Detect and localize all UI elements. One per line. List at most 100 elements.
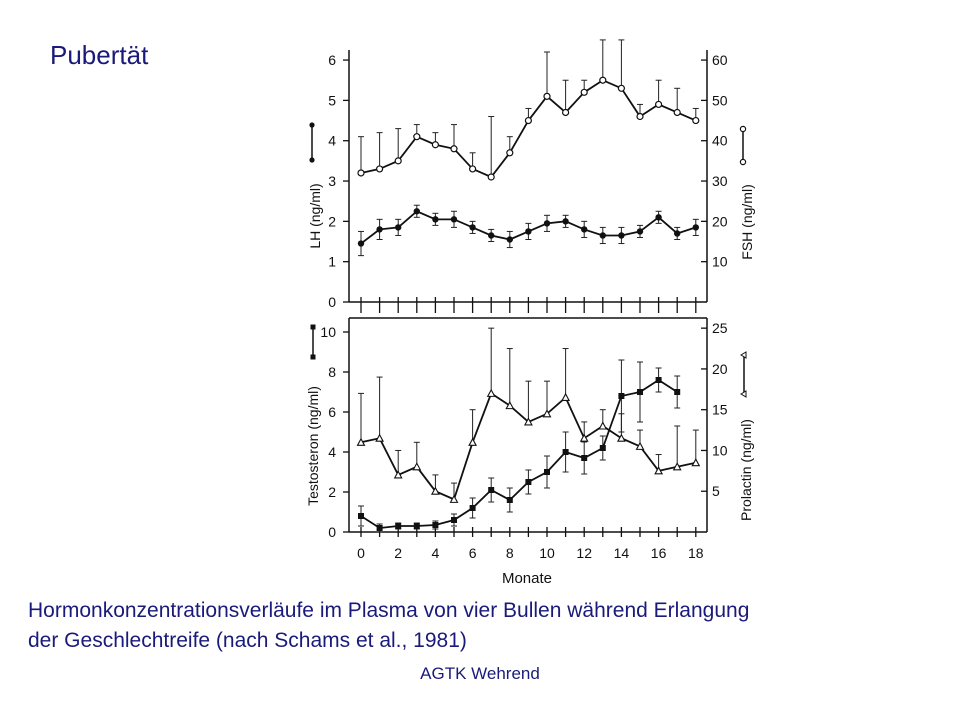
fsh-legend-marker bbox=[739, 125, 747, 166]
data-point bbox=[376, 226, 383, 233]
data-point bbox=[469, 505, 476, 511]
data-point bbox=[450, 145, 458, 153]
series-line bbox=[360, 79, 697, 179]
data-point bbox=[580, 88, 588, 96]
left-tick-label: 6 bbox=[328, 52, 336, 68]
left-tick-label: 8 bbox=[328, 364, 336, 380]
data-point bbox=[356, 437, 366, 446]
data-point bbox=[357, 240, 365, 247]
data-point bbox=[393, 470, 403, 479]
data-point bbox=[525, 479, 532, 485]
data-point bbox=[672, 462, 682, 471]
data-point bbox=[543, 92, 551, 100]
data-point bbox=[617, 84, 626, 92]
top-panel: LH (ng/ml) FSH (ng/ml) 0 1 2 3 4 5 6 10 20 30 40 5… bbox=[307, 39, 755, 313]
data-point bbox=[618, 232, 625, 239]
data-point bbox=[431, 141, 439, 149]
data-point bbox=[636, 112, 644, 121]
caption-line-2: der Geschlechtreife (nach Schams et al.,… bbox=[28, 629, 467, 652]
data-point bbox=[692, 116, 700, 125]
data-point bbox=[562, 449, 569, 455]
left-tick-label: 2 bbox=[328, 213, 336, 229]
data-point bbox=[581, 226, 588, 233]
x-tick-label: 0 bbox=[357, 545, 365, 561]
data-point bbox=[579, 433, 589, 442]
series-filled-circle bbox=[357, 204, 699, 257]
data-point bbox=[654, 100, 663, 109]
data-point bbox=[432, 522, 439, 528]
bottom-left-ylabel: Testosteron (ng/ml) bbox=[305, 386, 321, 506]
data-point bbox=[637, 389, 643, 395]
data-point bbox=[358, 513, 364, 519]
bottom-right-ylabel: Prolactin (ng/ml) bbox=[738, 419, 754, 521]
data-point bbox=[413, 133, 421, 141]
data-point bbox=[451, 517, 457, 523]
right-tick-label: 25 bbox=[712, 320, 728, 336]
left-tick-label: 2 bbox=[328, 484, 336, 500]
data-point bbox=[357, 169, 365, 177]
footer-credit: AGTK Wehrend bbox=[420, 664, 540, 683]
data-point bbox=[395, 523, 402, 529]
left-tick-label: 0 bbox=[328, 524, 336, 540]
data-point bbox=[674, 389, 681, 395]
series-open-triangle bbox=[356, 327, 701, 503]
data-point bbox=[394, 157, 402, 165]
data-point bbox=[562, 218, 569, 225]
right-tick-label: 30 bbox=[712, 173, 728, 189]
figure-caption: Hormonkonzentrationsverläufe im Plasma v… bbox=[28, 596, 948, 656]
data-point bbox=[449, 494, 459, 503]
series-filled-square bbox=[358, 359, 681, 533]
top-left-ticks: 0 1 2 3 4 5 6 bbox=[328, 52, 349, 310]
left-tick-label: 4 bbox=[328, 444, 336, 460]
left-tick-label: 3 bbox=[328, 173, 336, 189]
data-point bbox=[506, 149, 514, 157]
data-point bbox=[506, 236, 513, 243]
data-point bbox=[468, 437, 478, 446]
data-point bbox=[523, 417, 533, 426]
data-point bbox=[432, 216, 439, 223]
data-point bbox=[505, 400, 515, 410]
right-tick-label: 40 bbox=[712, 133, 728, 149]
data-point bbox=[581, 455, 588, 461]
x-tick-label: 6 bbox=[469, 545, 477, 561]
data-point bbox=[635, 441, 645, 450]
data-point bbox=[376, 165, 384, 173]
top-series bbox=[357, 39, 700, 257]
x-tick-label: 4 bbox=[432, 545, 440, 561]
right-tick-label: 50 bbox=[712, 92, 728, 108]
left-tick-label: 4 bbox=[328, 133, 336, 149]
data-point bbox=[412, 462, 422, 471]
data-point bbox=[636, 228, 644, 235]
data-point bbox=[599, 76, 607, 84]
series-open-circle bbox=[357, 39, 700, 181]
x-tick-label: 16 bbox=[651, 545, 667, 561]
data-point bbox=[655, 214, 662, 221]
data-point bbox=[598, 421, 608, 430]
prolactin-legend-marker bbox=[740, 351, 747, 398]
data-point bbox=[395, 224, 402, 231]
bottom-left-ticks: 0 2 4 6 8 10 bbox=[320, 324, 349, 540]
data-point bbox=[430, 486, 440, 495]
top-x-ticks bbox=[360, 297, 697, 313]
data-point bbox=[413, 208, 420, 215]
left-tick-label: 0 bbox=[328, 294, 336, 310]
right-tick-label: 20 bbox=[712, 213, 728, 229]
right-tick-label: 10 bbox=[712, 442, 728, 458]
data-point bbox=[543, 220, 551, 227]
x-tick-label: 12 bbox=[576, 545, 592, 561]
right-tick-label: 15 bbox=[712, 402, 728, 418]
data-point bbox=[469, 165, 477, 173]
right-tick-label: 10 bbox=[712, 254, 728, 270]
data-point bbox=[488, 487, 495, 493]
x-axis-label: Monate bbox=[502, 570, 552, 587]
top-left-ylabel: LH (ng/ml) bbox=[307, 183, 323, 248]
right-tick-label: 5 bbox=[712, 483, 720, 499]
caption-line-1: Hormonkonzentrationsverläufe im Plasma v… bbox=[28, 599, 750, 622]
left-tick-label: 1 bbox=[328, 254, 336, 270]
data-point bbox=[544, 469, 550, 475]
data-point bbox=[524, 116, 533, 125]
left-tick-label: 6 bbox=[328, 404, 336, 420]
data-point bbox=[506, 497, 513, 503]
x-tick-label: 18 bbox=[688, 545, 704, 561]
